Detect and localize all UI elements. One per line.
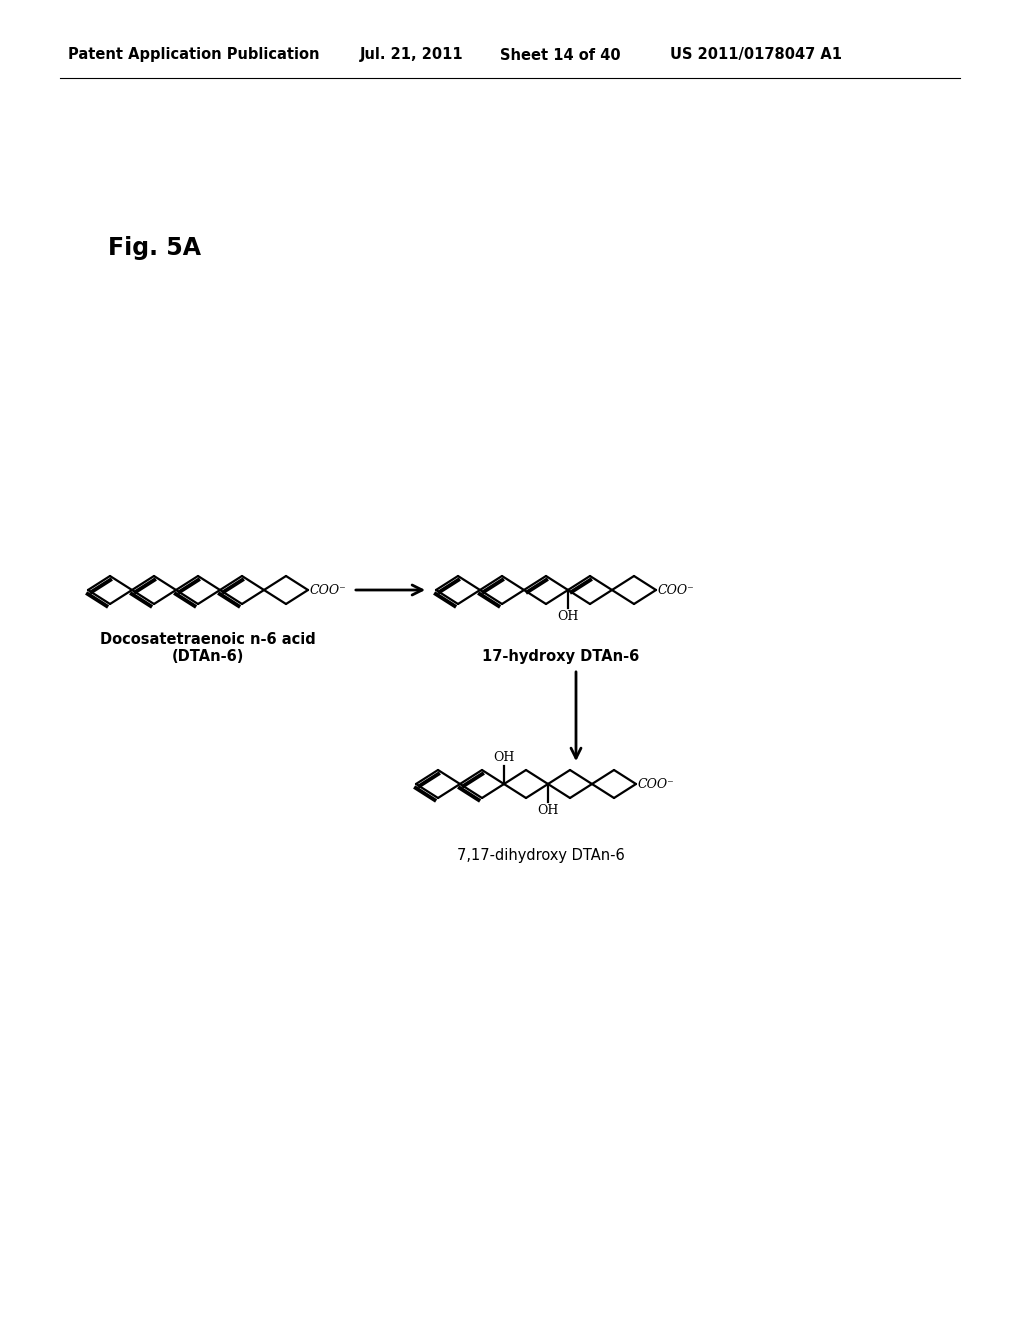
- Text: COO⁻: COO⁻: [658, 583, 694, 597]
- Text: OH: OH: [494, 751, 515, 764]
- Text: Jul. 21, 2011: Jul. 21, 2011: [360, 48, 464, 62]
- Text: Fig. 5A: Fig. 5A: [108, 236, 201, 260]
- Text: (DTAn-6): (DTAn-6): [172, 649, 244, 664]
- Text: COO⁻: COO⁻: [310, 583, 347, 597]
- Text: OH: OH: [538, 804, 559, 817]
- Text: Sheet 14 of 40: Sheet 14 of 40: [500, 48, 621, 62]
- Text: Patent Application Publication: Patent Application Publication: [68, 48, 319, 62]
- Text: COO⁻: COO⁻: [638, 777, 675, 791]
- Text: 17-hydroxy DTAn-6: 17-hydroxy DTAn-6: [482, 649, 640, 664]
- Text: OH: OH: [557, 610, 579, 623]
- Text: US 2011/0178047 A1: US 2011/0178047 A1: [670, 48, 842, 62]
- Text: Docosatetraenoic n-6 acid: Docosatetraenoic n-6 acid: [100, 632, 315, 647]
- Text: 7,17-dihydroxy DTAn-6: 7,17-dihydroxy DTAn-6: [457, 847, 625, 863]
